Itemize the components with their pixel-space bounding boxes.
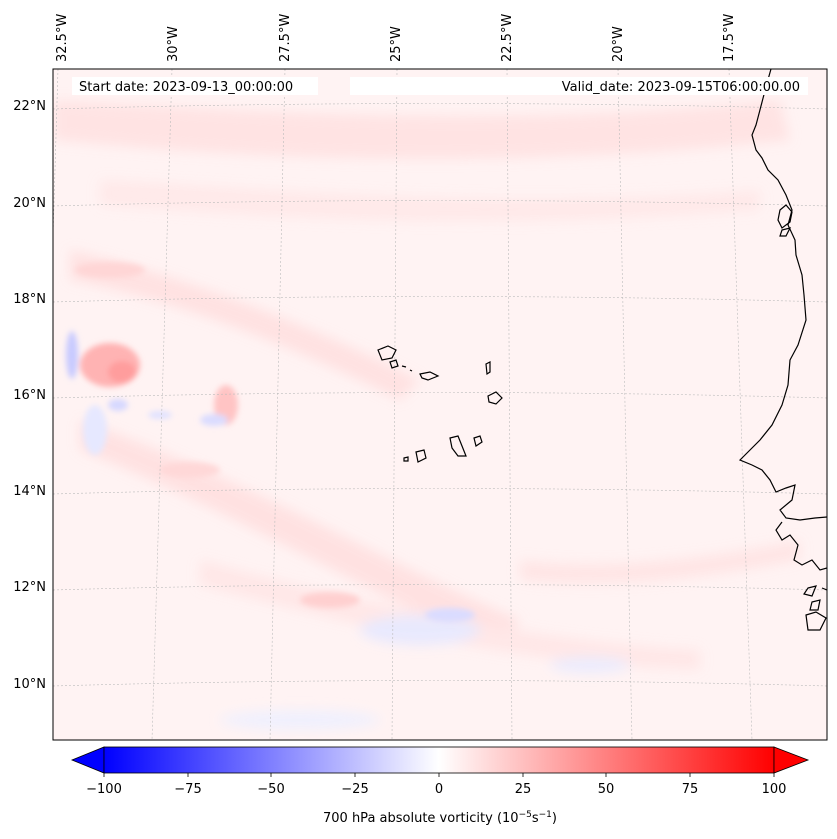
colorbar-bar <box>103 746 775 774</box>
lat-label: 10°N <box>13 677 46 692</box>
colorbar-label: 700 hPa absolute vorticity (10−5s−1) <box>323 810 557 826</box>
lat-label: 22°N <box>13 99 46 114</box>
valid-date-box <box>350 77 808 95</box>
lon-label: 22.5°W <box>500 14 515 62</box>
lon-label: 30°W <box>166 26 181 62</box>
start-date-box <box>72 77 318 95</box>
lat-label: 18°N <box>13 292 46 307</box>
map-frame <box>52 68 828 741</box>
colorbar: −100 −75 −50 −25 0 25 50 75 100 700 hPa … <box>70 746 810 826</box>
colorbar-tick: −100 <box>86 782 122 797</box>
lat-label: 14°N <box>13 484 46 499</box>
valid-date-label: Valid_date: 2023-09-15T06:00:00.00 <box>562 80 800 95</box>
colorbar-tick: 100 <box>762 782 787 797</box>
colorbar-min-extend <box>70 746 105 774</box>
start-date-label: Start date: 2023-09-13_00:00:00 <box>79 80 293 95</box>
lon-label: 20°W <box>611 26 626 62</box>
lat-label: 20°N <box>13 196 46 211</box>
vorticity-field <box>53 69 827 740</box>
coastlines <box>738 69 827 631</box>
longitude-labels: 32.5°W 30°W 27.5°W 25°W 22.5°W 20°W 17.5… <box>55 14 737 62</box>
africa-coastline <box>738 69 827 521</box>
colorbar-tick: 50 <box>598 782 615 797</box>
cape-verde-islands <box>377 345 503 463</box>
lon-label: 25°W <box>389 26 404 62</box>
lat-label: 12°N <box>13 580 46 595</box>
latitude-labels: 22°N 20°N 18°N 16°N 14°N 12°N 10°N <box>13 99 46 692</box>
lon-label: 17.5°W <box>722 14 737 62</box>
colorbar-tick: −75 <box>174 782 201 797</box>
lon-label: 32.5°W <box>55 14 70 62</box>
colorbar-tick: −50 <box>257 782 284 797</box>
colorbar-tick: 25 <box>515 782 532 797</box>
lon-label: 27.5°W <box>278 14 293 62</box>
colorbar-tick: 75 <box>682 782 699 797</box>
lat-label: 16°N <box>13 388 46 403</box>
colorbar-tick: 0 <box>435 782 443 797</box>
colorbar-max-extend <box>773 746 810 774</box>
colorbar-tick: −25 <box>341 782 368 797</box>
